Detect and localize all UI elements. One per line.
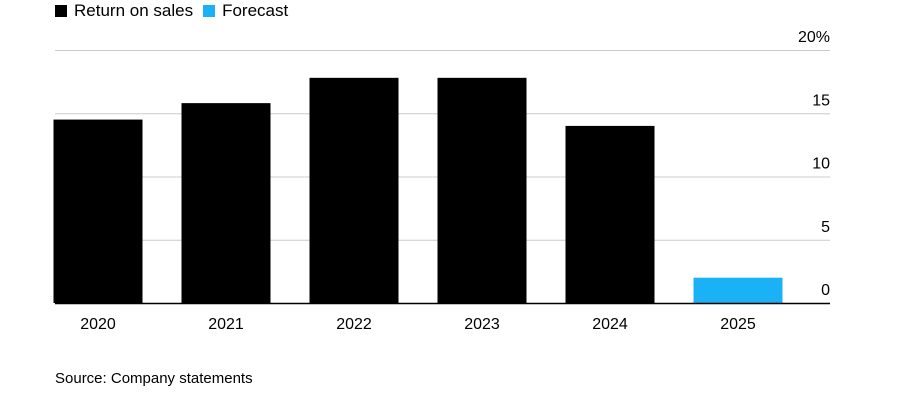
x-tick-label-2020: 2020 <box>80 316 116 333</box>
y-tick-label-20: 20% <box>798 29 830 46</box>
x-tick-label-2022: 2022 <box>336 316 372 333</box>
x-tick-label-2024: 2024 <box>592 316 628 333</box>
bar-2020 <box>53 119 143 303</box>
bar-2024 <box>565 125 655 304</box>
x-tick-label-2021: 2021 <box>208 316 244 333</box>
legend-item-return-on-sales[interactable]: Return on sales <box>55 1 193 21</box>
legend: Return on sales Forecast <box>55 0 288 22</box>
x-tick-label-2025: 2025 <box>720 316 756 333</box>
y-tick-label-5: 5 <box>821 219 830 236</box>
y-tick-label-0: 0 <box>821 282 830 299</box>
source-note: Source: Company statements <box>55 370 253 387</box>
legend-label-forecast: Forecast <box>222 1 289 20</box>
y-tick-label-15: 15 <box>812 92 830 109</box>
legend-swatch-return-on-sales <box>55 5 67 17</box>
legend-swatch-forecast <box>203 5 216 17</box>
x-tick-label-2023: 2023 <box>464 316 500 333</box>
bar-2023 <box>437 77 527 303</box>
bar-2025 <box>693 277 783 303</box>
legend-label-return-on-sales: Return on sales <box>74 1 194 20</box>
bar-2021 <box>181 103 271 303</box>
bar-2022 <box>309 77 399 303</box>
legend-item-forecast[interactable]: Forecast <box>203 1 288 21</box>
bar-chart: 0 5 10 15 20% 2020 2021 2022 2023 2024 2025 <box>53 29 830 333</box>
y-tick-label-10: 10 <box>812 156 830 173</box>
